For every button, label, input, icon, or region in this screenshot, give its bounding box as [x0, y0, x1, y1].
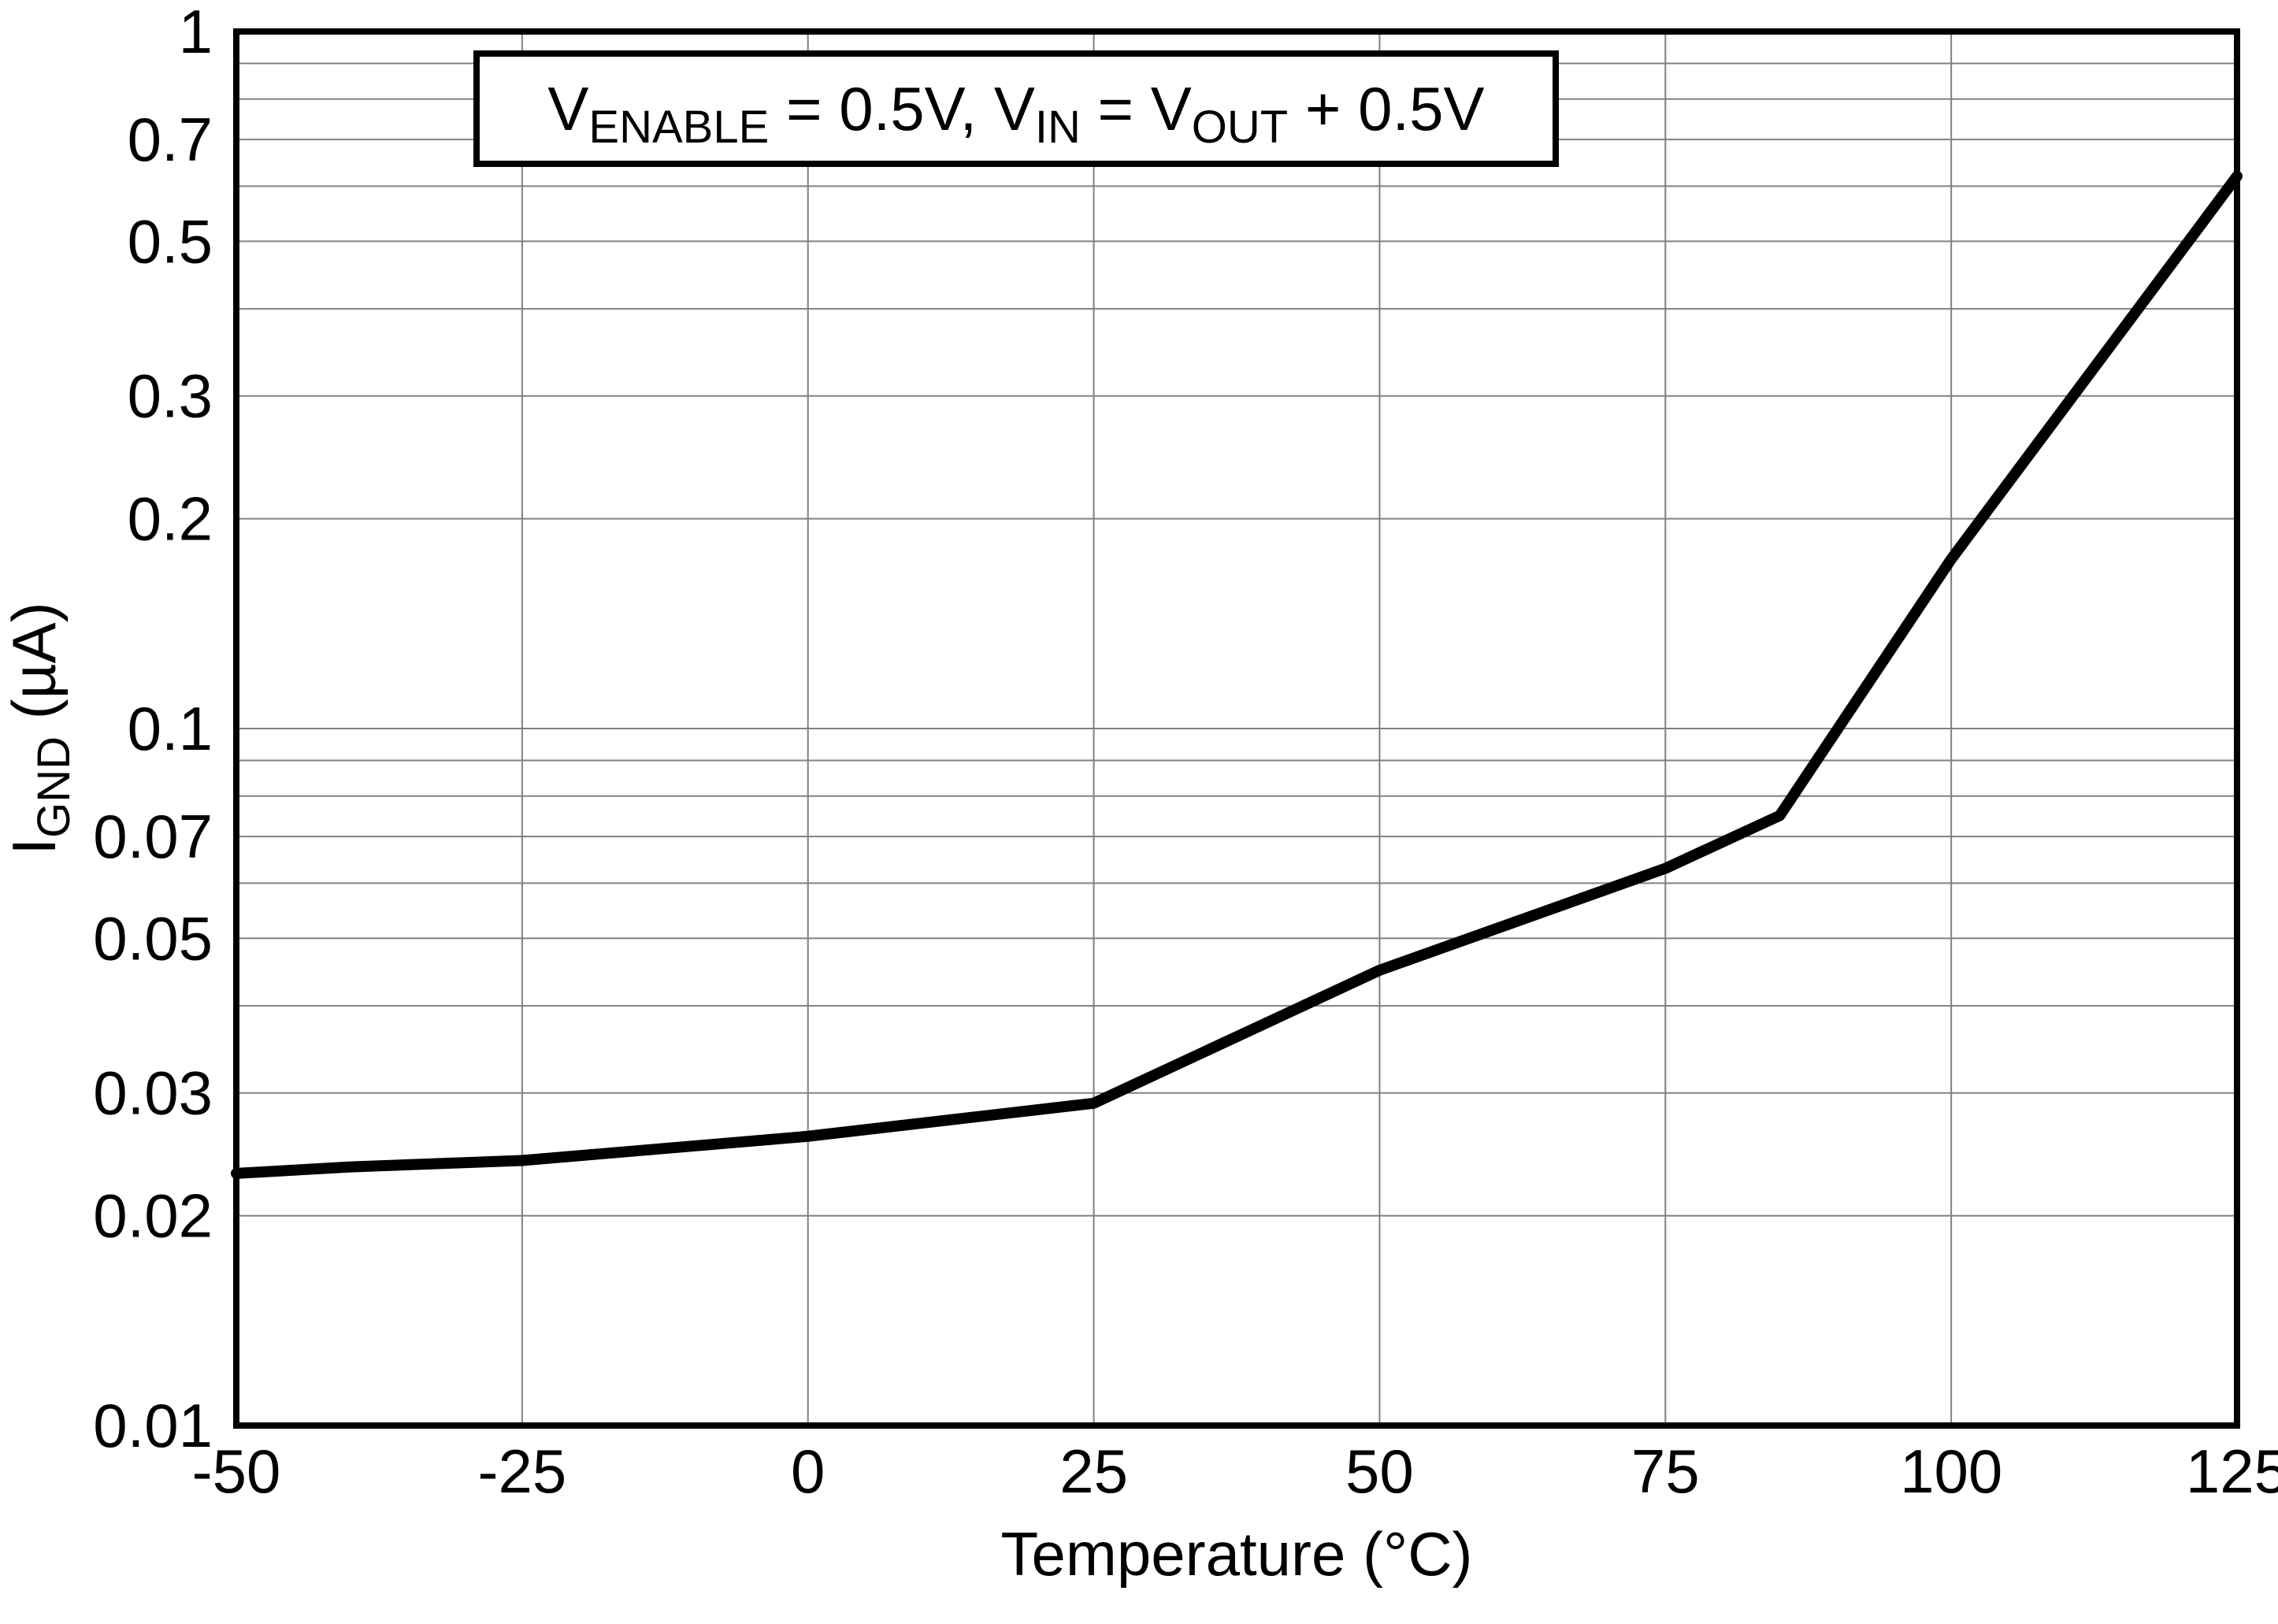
x-tick-label: 0 — [791, 1437, 825, 1506]
x-tick-label: -25 — [477, 1437, 566, 1506]
x-tick-label: 25 — [1059, 1437, 1128, 1506]
chart-container: -50-2502550751001250.010.020.030.050.070… — [0, 0, 2278, 1624]
chart-svg: -50-2502550751001250.010.020.030.050.070… — [0, 0, 2278, 1624]
x-tick-label: 75 — [1631, 1437, 1700, 1506]
y-tick-label: 0.05 — [93, 903, 213, 973]
y-tick-label: 0.1 — [128, 694, 213, 763]
y-tick-label: 0.7 — [128, 105, 213, 174]
x-tick-label: 50 — [1345, 1437, 1414, 1506]
y-tick-label: 0.07 — [93, 802, 213, 871]
y-tick-label: 0.03 — [93, 1059, 213, 1128]
x-tick-label: 100 — [1900, 1437, 2002, 1506]
y-tick-label: 0.01 — [93, 1391, 213, 1460]
gridlines — [236, 32, 2237, 1426]
x-axis-label: Temperature (°C) — [1000, 1519, 1472, 1589]
y-tick-label: 0.3 — [128, 362, 213, 431]
y-tick-label: 1 — [179, 0, 213, 66]
x-tick-label: 125 — [2186, 1437, 2278, 1506]
y-tick-label: 0.02 — [93, 1181, 213, 1251]
y-tick-label: 0.2 — [128, 484, 213, 554]
y-tick-label: 0.5 — [128, 206, 213, 276]
